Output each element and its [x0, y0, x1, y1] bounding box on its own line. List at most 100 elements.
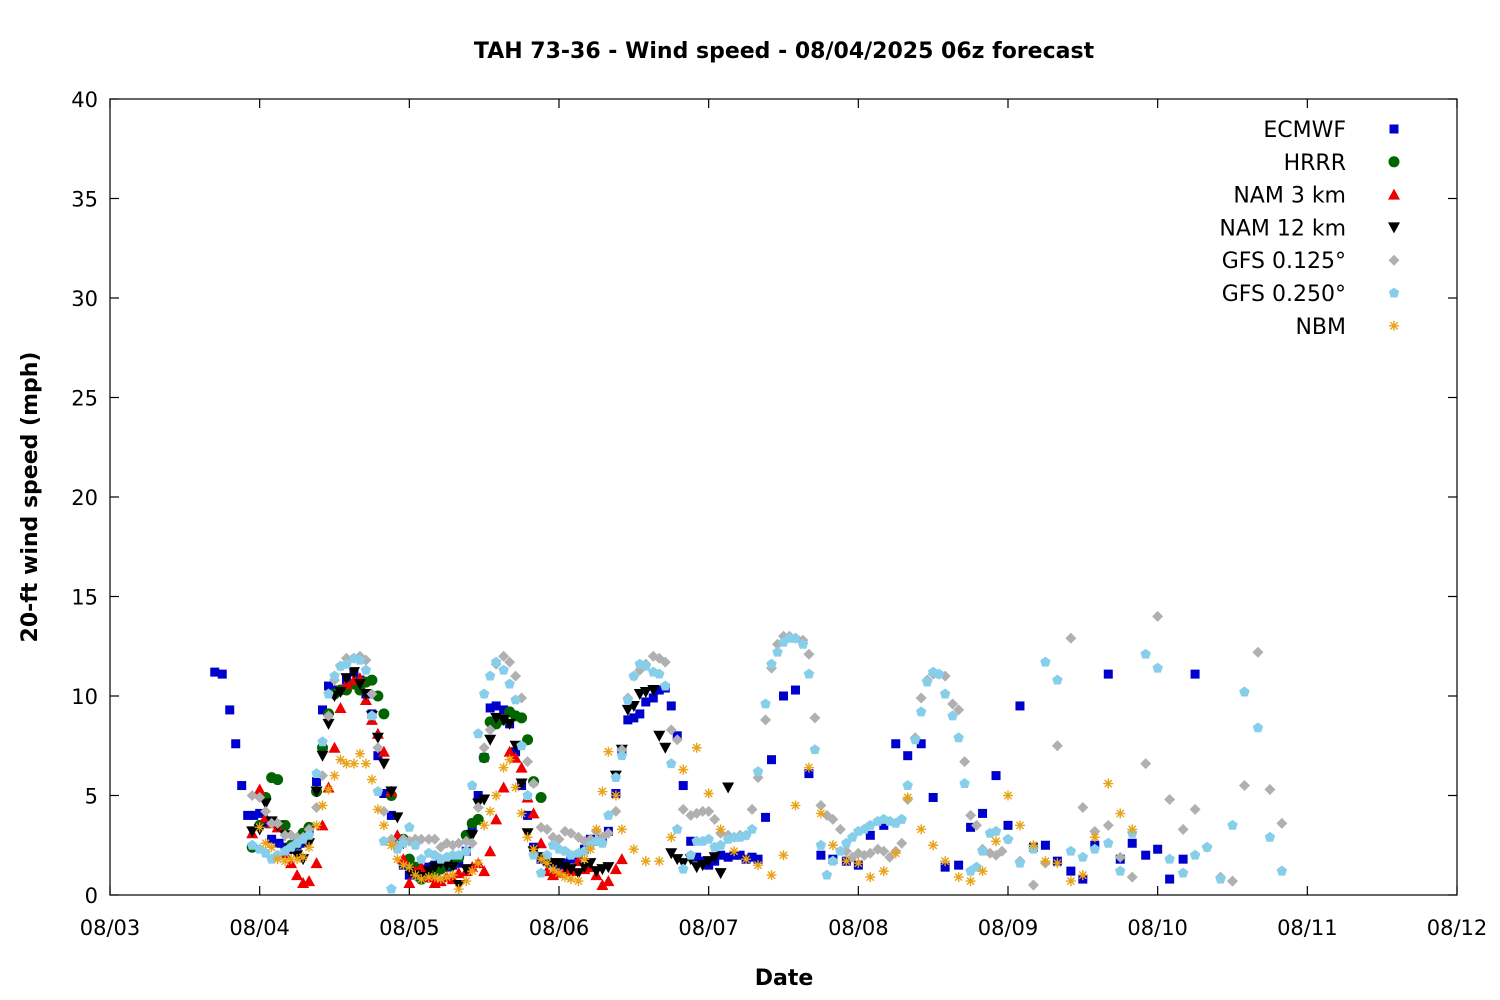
data-point-nam-12-km	[647, 685, 660, 697]
data-point-nbm	[965, 876, 976, 887]
x-tick-label: 08/12	[1427, 916, 1488, 940]
legend-label-nbm: NBM	[1295, 315, 1346, 340]
y-tick-label: 40	[71, 88, 98, 112]
data-point-nam-12-km	[572, 868, 585, 880]
data-point-gfs-0-125	[478, 742, 490, 754]
data-point-nbm	[597, 786, 608, 797]
data-point-ecmwf	[790, 685, 800, 695]
data-point-nam-3-km	[497, 781, 510, 793]
data-point-gfs-0-250	[835, 845, 846, 856]
data-point-nbm	[1065, 876, 1076, 887]
data-point-gfs-0-250	[603, 809, 614, 820]
data-point-nbm	[392, 854, 403, 865]
data-point-gfs-0-125	[272, 817, 284, 829]
data-point-gfs-0-250	[1177, 867, 1189, 878]
data-point-gfs-0-250	[790, 632, 801, 643]
data-point-ecmwf	[804, 769, 814, 779]
data-point-nbm	[485, 806, 496, 817]
data-point-nbm	[536, 854, 547, 865]
data-point-nbm	[280, 856, 291, 867]
data-point-gfs-0-250	[959, 778, 970, 789]
data-point-nbm	[753, 860, 764, 871]
data-point-gfs-0-125	[372, 742, 384, 754]
data-point-gfs-0-125	[803, 648, 815, 660]
x-tick-label: 08/11	[1277, 916, 1338, 940]
data-point-nam-3-km	[334, 701, 347, 713]
data-point-ecmwf	[1141, 850, 1151, 860]
legend-label-hrrr: HRRR	[1284, 151, 1346, 176]
data-point-gfs-0-250	[453, 849, 464, 860]
data-point-gfs-0-250	[865, 819, 876, 830]
data-point-gfs-0-250	[1140, 648, 1151, 659]
data-point-nbm	[1040, 856, 1051, 867]
data-point-gfs-0-125	[528, 778, 540, 790]
data-point-gfs-0-250	[896, 813, 907, 824]
y-tick-label: 35	[71, 188, 98, 212]
data-point-gfs-0-125	[565, 827, 577, 839]
data-point-gfs-0-250	[535, 867, 547, 878]
legend-label-nam-3-km: NAM 3 km	[1233, 184, 1346, 209]
data-point-gfs-0-125	[1227, 875, 1238, 887]
data-point-gfs-0-250	[498, 664, 509, 675]
data-point-nam-12-km	[639, 687, 652, 699]
data-point-gfs-0-250	[522, 790, 533, 800]
data-point-gfs-0-250	[1164, 853, 1175, 864]
data-point-nbm	[591, 824, 602, 835]
data-point-nbm	[378, 820, 389, 831]
data-point-ecmwf	[735, 850, 745, 860]
data-point-nbm	[928, 840, 939, 851]
data-point-nbm	[272, 854, 283, 865]
data-point-ecmwf	[891, 739, 901, 749]
data-point-ecmwf	[243, 810, 253, 820]
data-point-nam-3-km	[310, 857, 323, 869]
legend-marker-gfs-0-125	[1388, 254, 1400, 266]
data-point-nbm	[778, 850, 789, 861]
data-point-nbm	[292, 854, 303, 865]
chart-title: TAH 73-36 - Wind speed - 08/04/2025 06z …	[474, 39, 1095, 64]
legend: ECMWF HRRR NAM 3 km NAM 12 km GFS 0.125° GFS …	[1219, 118, 1400, 340]
data-point-nbm	[491, 790, 502, 801]
data-point-gfs-0-125	[953, 704, 965, 716]
data-point-gfs-0-125	[378, 805, 390, 817]
data-point-nbm	[467, 866, 478, 877]
data-point-gfs-0-125	[809, 712, 821, 724]
data-point-nbm	[348, 758, 359, 769]
data-point-nbm	[254, 822, 265, 833]
data-point-nam-12-km	[478, 794, 491, 806]
x-axis-label: Date	[755, 966, 814, 991]
data-point-gfs-0-125	[510, 670, 522, 682]
data-point-nbm	[329, 770, 340, 781]
data-point-ecmwf	[635, 709, 645, 719]
data-point-nam-3-km	[478, 865, 491, 877]
data-point-gfs-0-250	[504, 678, 515, 689]
data-point-nam-12-km	[722, 782, 735, 794]
data-point-gfs-0-250	[1040, 656, 1051, 667]
data-point-ecmwf	[267, 834, 277, 844]
data-point-gfs-0-125	[323, 710, 335, 722]
data-point-gfs-0-250	[541, 849, 553, 860]
data-point-ecmwf	[1127, 838, 1137, 848]
data-point-gfs-0-125	[311, 801, 323, 813]
data-point-gfs-0-250	[797, 638, 809, 649]
data-point-gfs-0-125	[1276, 817, 1288, 829]
data-point-ecmwf	[666, 701, 676, 711]
data-point-ecmwf	[753, 854, 763, 864]
data-point-ecmwf	[629, 713, 639, 723]
data-point-gfs-0-125	[827, 813, 839, 825]
data-point-ecmwf	[641, 697, 651, 707]
series-gfs-0-125	[246, 610, 1288, 891]
data-point-gfs-0-250	[329, 670, 340, 681]
y-tick-label: 5	[85, 785, 98, 809]
data-point-nbm	[678, 764, 689, 775]
data-point-gfs-0-250	[654, 668, 665, 679]
data-point-ecmwf	[954, 860, 964, 870]
data-point-ecmwf	[779, 691, 788, 701]
legend-label-ecmwf: ECMWF	[1263, 118, 1346, 143]
data-point-gfs-0-125	[1140, 758, 1152, 770]
data-point-gfs-0-250	[460, 845, 472, 856]
data-point-gfs-0-125	[697, 805, 709, 817]
data-point-gfs-0-250	[1052, 674, 1063, 685]
data-point-gfs-0-125	[864, 847, 876, 859]
data-point-nam-3-km	[328, 741, 341, 753]
data-point-gfs-0-125	[1252, 646, 1264, 658]
